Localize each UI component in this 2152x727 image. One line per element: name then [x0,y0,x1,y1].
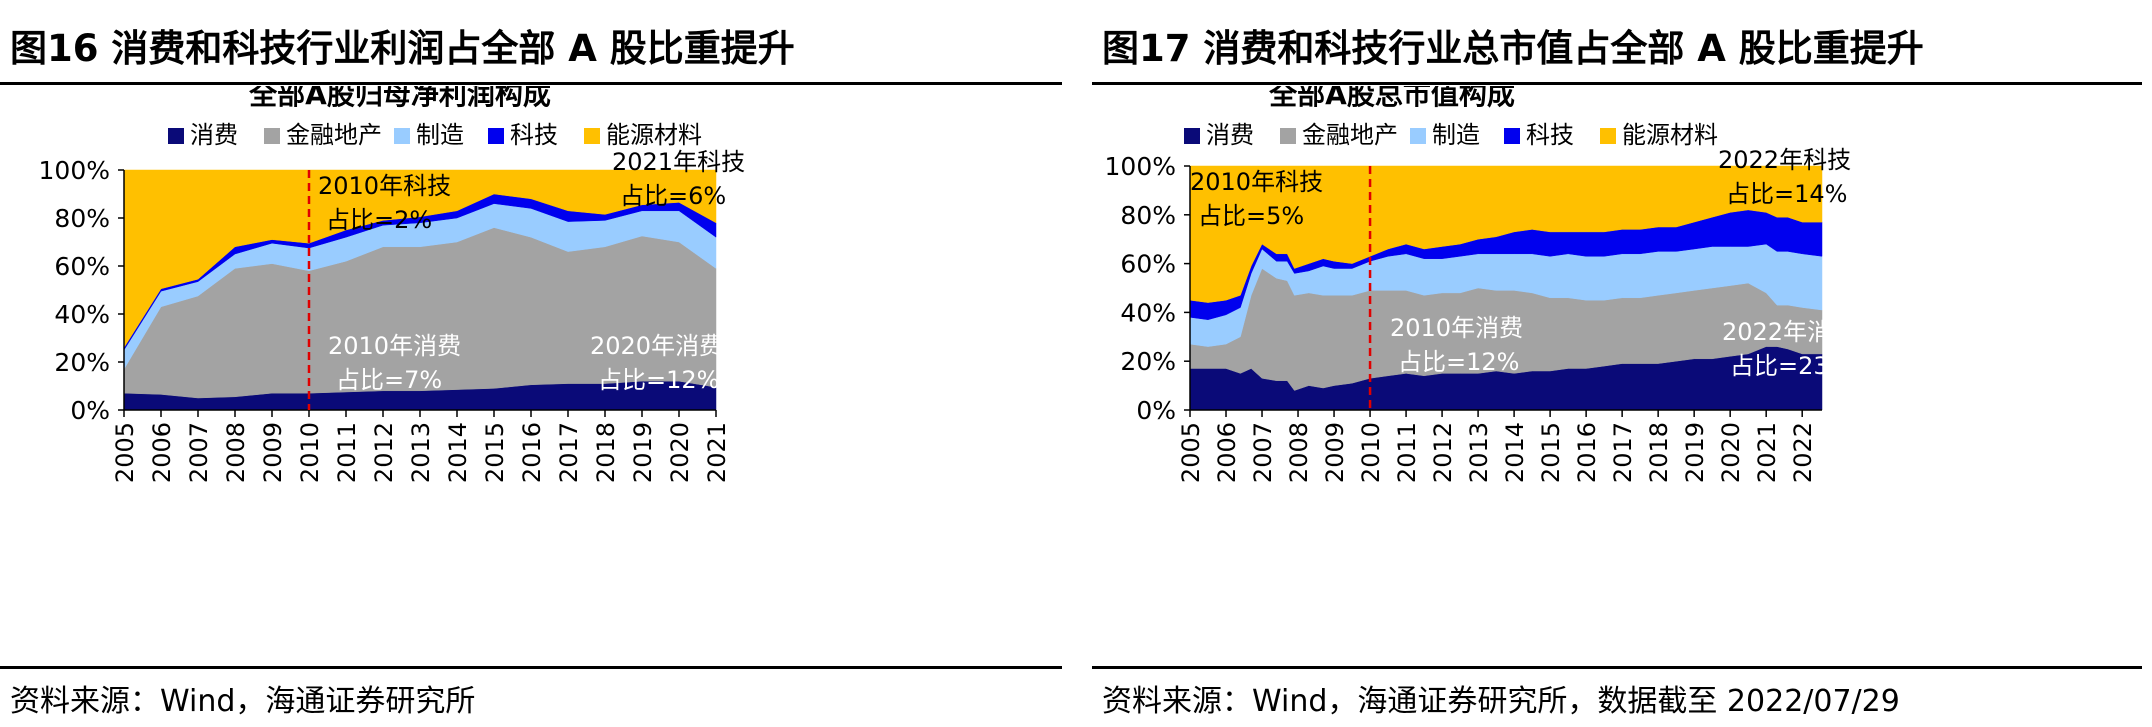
title-rule [0,82,1062,85]
y-tick-label: 100% [1105,152,1176,181]
annotation-label: 2022年消费 [1722,318,1855,346]
figure-title: 图17 消费和科技行业总市值占全部 A 股比重提升 [1102,27,1924,70]
annotation-label: 2010年科技 [1190,168,1323,196]
x-tick-label: 2018 [1645,422,1673,483]
x-tick-label: 2007 [1249,422,1277,483]
legend-label: 制造 [1432,121,1480,149]
y-tick-label: 60% [54,252,110,281]
x-tick-label: 2022 [1789,422,1817,483]
legend-swatch [1410,128,1426,144]
right-panel: 图17 消费和科技行业总市值占全部 A 股比重提升 全部A股总市值构成 消费 金融地… [1092,0,2152,727]
source-note: 资料来源：Wind，海通证券研究所，数据截至 2022/07/29 [1102,684,1900,719]
x-tick-label: 2013 [1465,422,1493,483]
legend-label: 能源材料 [1622,121,1718,149]
left-panel: 图16 消费和科技行业利润占全部 A 股比重提升 全部A股归母净利润构成 消费 金融… [0,0,1072,727]
x-tick-label: 2017 [1609,422,1637,483]
x-tick-label: 2011 [1393,422,1421,483]
legend-swatch [264,128,280,144]
figure-title: 图16 消费和科技行业利润占全部 A 股比重提升 [10,27,795,70]
legend-swatch [394,128,410,144]
x-tick-label: 2021 [1753,422,1781,483]
x-tick-label: 2016 [518,422,546,483]
legend-label: 能源材料 [606,121,702,149]
bottom-rule [0,666,1062,669]
x-tick-label: 2015 [481,422,509,483]
x-tick-label: 2007 [185,422,213,483]
x-tick-label: 2013 [407,422,435,483]
x-tick-label: 2012 [370,422,398,483]
legend-label: 消费 [190,121,238,149]
x-tick-label: 2008 [222,422,250,483]
y-tick-label: 40% [54,300,110,329]
x-tick-label: 2010 [1357,422,1385,483]
y-tick-label: 100% [39,156,110,185]
annotation-label: 2022年科技 [1718,146,1851,174]
x-tick-label: 2006 [148,422,176,483]
chart-title: 全部A股总市值构成 [1268,86,1515,111]
annotation-label: 占比=12% [598,366,719,394]
x-tick-label: 2019 [1681,422,1709,483]
legend-label: 消费 [1206,121,1254,149]
y-tick-label: 80% [1120,201,1176,230]
legend-swatch [1504,128,1520,144]
x-tick-label: 2006 [1213,422,1241,483]
legend-label: 科技 [510,121,558,149]
x-tick-label: 2020 [1717,422,1745,483]
x-tick-label: 2010 [296,422,324,483]
bottom-rule [1092,666,2142,669]
x-tick-label: 2015 [1537,422,1565,483]
annotation-label: 占比=12% [1398,348,1519,376]
y-tick-label: 0% [70,396,110,425]
annotation-label: 2021年科技 [612,148,745,176]
x-tick-label: 2005 [111,422,139,483]
x-tick-label: 2016 [1573,422,1601,483]
chart-title: 全部A股归母净利润构成 [248,86,551,111]
y-tick-label: 0% [1136,396,1176,425]
legend-label: 金融地产 [1302,121,1398,149]
x-tick-label: 2008 [1285,422,1313,483]
x-tick-label: 2021 [703,422,731,483]
x-tick-label: 2014 [1501,422,1529,483]
annotation-label: 2010年科技 [318,172,451,200]
area-energy [1189,165,1823,303]
legend-swatch [1184,128,1200,144]
y-tick-label: 40% [1120,298,1176,327]
annotation-label: 2010年消费 [1390,314,1523,342]
x-tick-label: 2019 [629,422,657,483]
legend-label: 金融地产 [286,121,382,149]
y-tick-label: 80% [54,204,110,233]
area-energy [123,169,717,349]
annotation-label: 占比=5% [1198,202,1304,230]
title-rule [1092,82,2142,85]
source-note: 资料来源：Wind，海通证券研究所 [10,684,476,719]
x-tick-label: 2011 [333,422,361,483]
x-tick-label: 2020 [666,422,694,483]
x-tick-label: 2017 [555,422,583,483]
x-tick-label: 2009 [1321,422,1349,483]
legend-label: 制造 [416,121,464,149]
legend-swatch [168,128,184,144]
y-tick-label: 60% [1120,250,1176,279]
legend-swatch [1600,128,1616,144]
annotation-label: 占比=14% [1726,180,1847,208]
annotation-label: 占比=2% [326,206,432,234]
annotation-label: 占比=23% [1730,352,1851,380]
x-tick-label: 2018 [592,422,620,483]
annotation-label: 占比=6% [620,182,726,210]
legend-swatch [488,128,504,144]
annotation-label: 2020年消费 [590,332,723,360]
x-tick-label: 2009 [259,422,287,483]
x-tick-label: 2014 [444,422,472,483]
legend-swatch [584,128,600,144]
y-tick-label: 20% [1120,347,1176,376]
x-tick-label: 2005 [1177,422,1205,483]
legend-label: 科技 [1526,121,1574,149]
y-tick-label: 20% [54,348,110,377]
x-tick-label: 2012 [1429,422,1457,483]
annotation-label: 2010年消费 [328,332,461,360]
legend-swatch [1280,128,1296,144]
annotation-label: 占比=7% [336,366,442,394]
